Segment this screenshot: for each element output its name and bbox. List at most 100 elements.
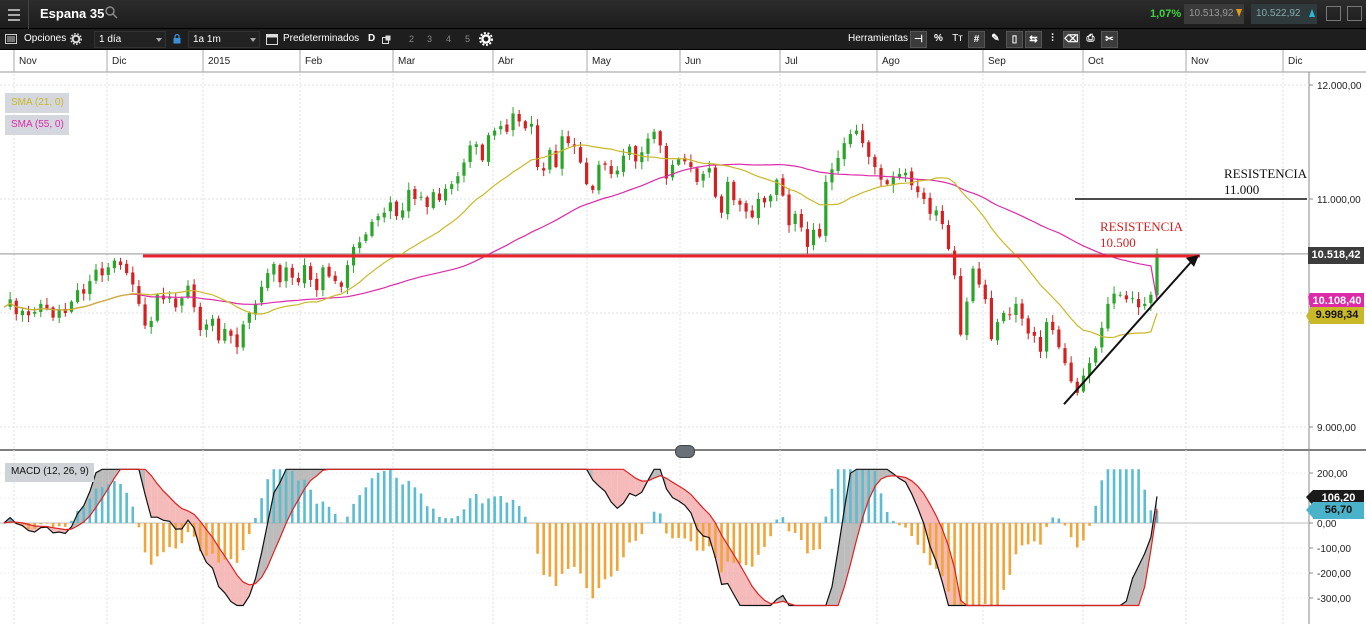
macd-histogram-bar: [125, 492, 128, 523]
macd-histogram-bar: [1137, 469, 1140, 523]
macd-histogram-bar: [419, 493, 423, 523]
buy-price-button[interactable]: 10.522,92: [1251, 4, 1317, 24]
candle: [517, 113, 521, 122]
pencil-tool-icon[interactable]: ✎: [991, 33, 1000, 44]
macd-cloud: [672, 482, 679, 501]
macd-histogram-bar: [695, 523, 699, 551]
candle: [634, 146, 638, 162]
chart-toolbar: Opciones 1 día 1a 1m Predeterminados D 2…: [0, 29, 1366, 50]
candle: [63, 309, 67, 313]
candle: [670, 164, 675, 178]
macd-histogram-bar: [70, 520, 73, 523]
pane-splitter-handle[interactable]: [675, 445, 695, 458]
macd-cloud: [733, 554, 740, 606]
candle: [775, 179, 779, 195]
macd-histogram-bar: [57, 523, 61, 527]
layout-3-button[interactable]: 3: [427, 34, 433, 44]
detach-icon[interactable]: [1326, 6, 1341, 21]
close-icon[interactable]: [1347, 6, 1362, 21]
layout-4-button[interactable]: 4: [446, 34, 452, 44]
print-icon[interactable]: ⎙: [1086, 33, 1095, 44]
period-select[interactable]: 1 día: [94, 31, 166, 48]
macd-histogram-bar: [180, 523, 184, 544]
candle: [174, 298, 178, 308]
chart-menu-icon[interactable]: [5, 34, 17, 44]
macd-histogram-bar: [364, 487, 368, 523]
calendar-icon[interactable]: [266, 33, 278, 45]
macd-histogram-bar: [487, 498, 490, 523]
macd-cloud: [611, 469, 618, 509]
macd-histogram-bar: [260, 498, 263, 523]
sma55-line: [3, 163, 1158, 311]
macd-histogram-bar: [389, 469, 392, 523]
macd-histogram-bar: [622, 523, 625, 558]
macd-histogram-bar: [658, 513, 662, 523]
grid-tool-icon[interactable]: #: [968, 31, 985, 48]
candle: [370, 221, 374, 236]
settings-icon[interactable]: [479, 32, 493, 46]
candle: [566, 136, 570, 144]
top-bar: Espana 35 1,07% 10.513,92 10.522,92: [0, 0, 1366, 29]
candle: [309, 266, 313, 280]
search-icon[interactable]: [105, 6, 118, 19]
macd-histogram-bar: [27, 523, 30, 530]
menu-icon[interactable]: [0, 0, 29, 29]
candle: [327, 266, 331, 277]
gear-icon[interactable]: [70, 33, 82, 45]
eraser-tool-icon[interactable]: ⌫: [1063, 31, 1080, 48]
macd-histogram-bar: [395, 477, 398, 523]
candle: [180, 298, 184, 306]
macd-tick-label: -300,00: [1317, 594, 1351, 605]
macd-histogram-bar: [689, 523, 693, 542]
macd-histogram-bar: [652, 511, 656, 523]
candle: [382, 212, 386, 218]
percent-tool-button[interactable]: %: [934, 33, 943, 44]
chart-area[interactable]: Nov Dic 2015 Feb Mar Abr May Jun Jul Ago Sep Oct Nov…: [0, 50, 1366, 624]
layout-2-button[interactable]: 2: [409, 34, 415, 44]
sma55-price-tag: 10.108,40: [1310, 293, 1364, 310]
legend-sma55[interactable]: SMA (55, 0): [5, 115, 69, 135]
macd-cloud: [715, 522, 722, 585]
crosshair-tool-icon[interactable]: ⊣: [910, 31, 927, 48]
macd-cloud: [230, 565, 238, 606]
macd-histogram-bar: [793, 523, 797, 533]
macd-histogram-bar: [198, 523, 202, 552]
macd-histogram-bar: [346, 516, 349, 523]
macd-cloud: [923, 493, 931, 547]
macd-histogram-bar: [597, 523, 601, 589]
sell-price-button[interactable]: 10.513,92: [1184, 4, 1244, 24]
legend-sma21[interactable]: SMA (21, 0): [5, 93, 69, 113]
brush-tool-icon[interactable]: ✂: [1101, 31, 1118, 48]
defaults-button[interactable]: Predeterminados: [283, 33, 360, 44]
chart-canvas[interactable]: Nov Dic 2015 Feb Mar Abr May Jun Jul Ago Sep Oct Nov…: [0, 50, 1366, 624]
macd-cloud: [917, 486, 924, 524]
macd-histogram-bar: [799, 523, 803, 541]
macd-cloud: [310, 469, 317, 481]
layout-icon[interactable]: [382, 35, 391, 44]
macd-histogram-bar: [977, 523, 981, 606]
range-select[interactable]: 1a 1m: [188, 31, 260, 48]
macd-cloud: [212, 537, 219, 587]
candle: [425, 197, 429, 207]
candle: [1032, 331, 1036, 336]
indicator-tool-icon[interactable]: ⫶: [1051, 33, 1054, 44]
macd-histogram-bar: [959, 523, 963, 606]
candle: [695, 168, 699, 182]
candle: [523, 121, 527, 129]
compare-tool-icon[interactable]: ⇆: [1025, 31, 1042, 48]
macd-histogram-bar: [1149, 510, 1153, 523]
candle-tool-icon[interactable]: ▯: [1006, 31, 1023, 48]
layout-5-button[interactable]: 5: [465, 34, 471, 44]
macd-histogram-bar: [358, 495, 362, 523]
layout-d-button[interactable]: D: [368, 33, 376, 44]
candle: [1045, 322, 1049, 352]
options-button[interactable]: Opciones: [24, 33, 67, 44]
legend-macd[interactable]: MACD (12, 26, 9): [5, 463, 94, 482]
lock-icon[interactable]: [173, 34, 181, 44]
macd-histogram-bar: [186, 523, 190, 533]
text-tool-button[interactable]: Tт: [952, 33, 963, 44]
instrument-name[interactable]: Espana 35: [40, 6, 105, 21]
candle: [75, 290, 80, 302]
candle: [707, 168, 711, 173]
macd-histogram-bar: [763, 523, 766, 547]
